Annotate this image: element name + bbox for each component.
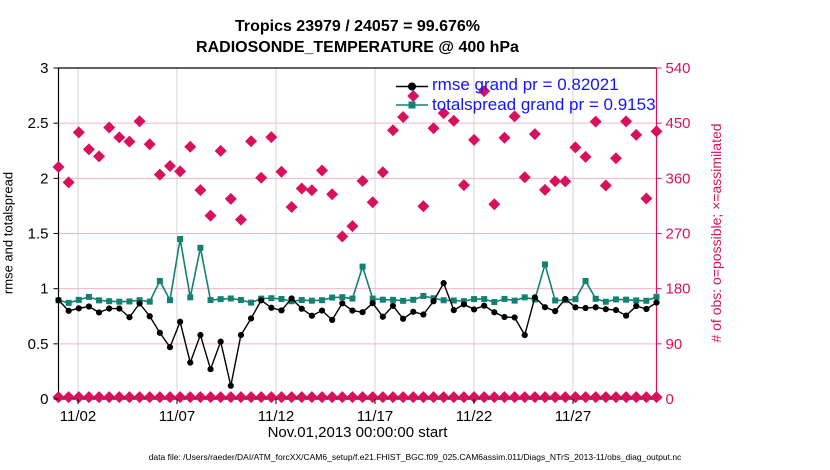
svg-text:11/27: 11/27 bbox=[555, 408, 591, 425]
svg-text:90: 90 bbox=[666, 336, 683, 353]
svg-text:180: 180 bbox=[666, 281, 691, 298]
svg-text:270: 270 bbox=[666, 226, 691, 243]
svg-text:0: 0 bbox=[40, 391, 48, 408]
svg-text:11/17: 11/17 bbox=[357, 408, 393, 425]
svg-text:11/22: 11/22 bbox=[456, 408, 492, 425]
svg-text:11/02: 11/02 bbox=[60, 408, 96, 425]
svg-text:450: 450 bbox=[666, 115, 691, 132]
svg-text:360: 360 bbox=[666, 170, 691, 187]
svg-text:1: 1 bbox=[40, 281, 48, 298]
svg-text:11/12: 11/12 bbox=[258, 408, 294, 425]
svg-text:11/07: 11/07 bbox=[159, 408, 195, 425]
svg-text:2.5: 2.5 bbox=[28, 115, 49, 132]
svg-text:540: 540 bbox=[666, 60, 691, 77]
svg-text:0: 0 bbox=[666, 391, 674, 408]
svg-text:3: 3 bbox=[40, 60, 48, 77]
svg-text:2: 2 bbox=[40, 170, 48, 187]
svg-text:1.5: 1.5 bbox=[28, 226, 49, 243]
svg-text:0.5: 0.5 bbox=[28, 336, 49, 353]
